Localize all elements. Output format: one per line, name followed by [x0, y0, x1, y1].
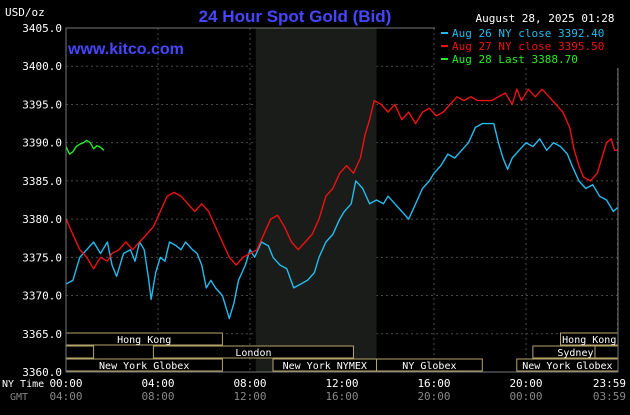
x-tick-label: 00:00 [49, 377, 82, 390]
x-tick-gmt-label: 04:00 [49, 390, 82, 403]
series-layer [65, 88, 618, 320]
y-tick-label: 3365.0 [22, 328, 62, 341]
session-small-box [65, 345, 95, 359]
y-tick-label: 3400.0 [22, 60, 62, 73]
session-bottom-label: NY Globex [402, 361, 456, 372]
y-tick-label: 3380.0 [22, 213, 62, 226]
x-tick-gmt-label: 12:00 [233, 390, 266, 403]
axis-layer: 3405.0 3400.0 3395.0 3390.0 3385.0 3380.0 3375… [2, 22, 626, 403]
session-top-label: Hong Kong [562, 335, 616, 346]
x-tick-label: 12:00 [325, 377, 358, 390]
x-tick-gmt-label: 03:59 [593, 390, 626, 403]
series-line-aug-28 [65, 139, 105, 155]
site-watermark: www.kitco.com [67, 41, 184, 58]
y-tick-label: 3390.0 [22, 137, 62, 150]
y-tick-label: 3405.0 [22, 22, 62, 35]
session-mid-label: London [235, 348, 271, 359]
session-layer: Hong Kong Hong Kong London Sydney New York G… [65, 332, 619, 372]
series-line-aug-27 [65, 88, 618, 270]
y-tick-label: 3370.0 [22, 290, 62, 303]
x-tick-label: 20:00 [509, 377, 542, 390]
x-tick-gmt-label: 08:00 [141, 390, 174, 403]
legend-entry: Aug 27 NY close 3395.50 [452, 40, 604, 53]
y-tick-label: 3385.0 [22, 175, 62, 188]
x-tick-label: 23:59 [593, 377, 626, 390]
nymex-session-band [255, 28, 377, 372]
series-line-aug-26 [65, 122, 618, 320]
unit-label: USD/oz [5, 6, 45, 19]
y-tick-label: 3395.0 [22, 98, 62, 111]
y-tick-label: 3375.0 [22, 251, 62, 264]
session-bottom-box [376, 358, 483, 372]
x-tick-label: 04:00 [141, 377, 174, 390]
timestamp: August 28, 2025 01:28 [475, 12, 614, 25]
legend-background [435, 26, 623, 68]
legend-entry: Aug 28 Last 3388.70 [452, 53, 578, 66]
session-small-box [594, 345, 619, 359]
gmt-label: GMT [10, 392, 28, 403]
nymex-band-layer [255, 28, 377, 372]
session-top-label: Hong Kong [117, 335, 171, 346]
x-tick-gmt-label: 00:00 [509, 390, 542, 403]
x-tick-label: 16:00 [417, 377, 450, 390]
x-tick-gmt-label: 20:00 [417, 390, 450, 403]
x-axis-label: NY Time [2, 379, 44, 390]
legend-entry: Aug 26 NY close 3392.40 [452, 27, 604, 40]
x-tick-gmt-label: 16:00 [325, 390, 358, 403]
session-bottom-label: New York Globex [522, 361, 612, 372]
session-mid-box [152, 345, 354, 359]
plot-frame [65, 27, 619, 373]
session-mid-label: Sydney [557, 348, 593, 359]
x-tick-label: 08:00 [233, 377, 266, 390]
y-tick-label: 3360.0 [22, 366, 62, 379]
session-bottom-label: New York NYMEX [283, 361, 367, 372]
chart-title: 24 Hour Spot Gold (Bid) [199, 7, 392, 26]
session-bottom-label: New York Globex [99, 361, 189, 372]
